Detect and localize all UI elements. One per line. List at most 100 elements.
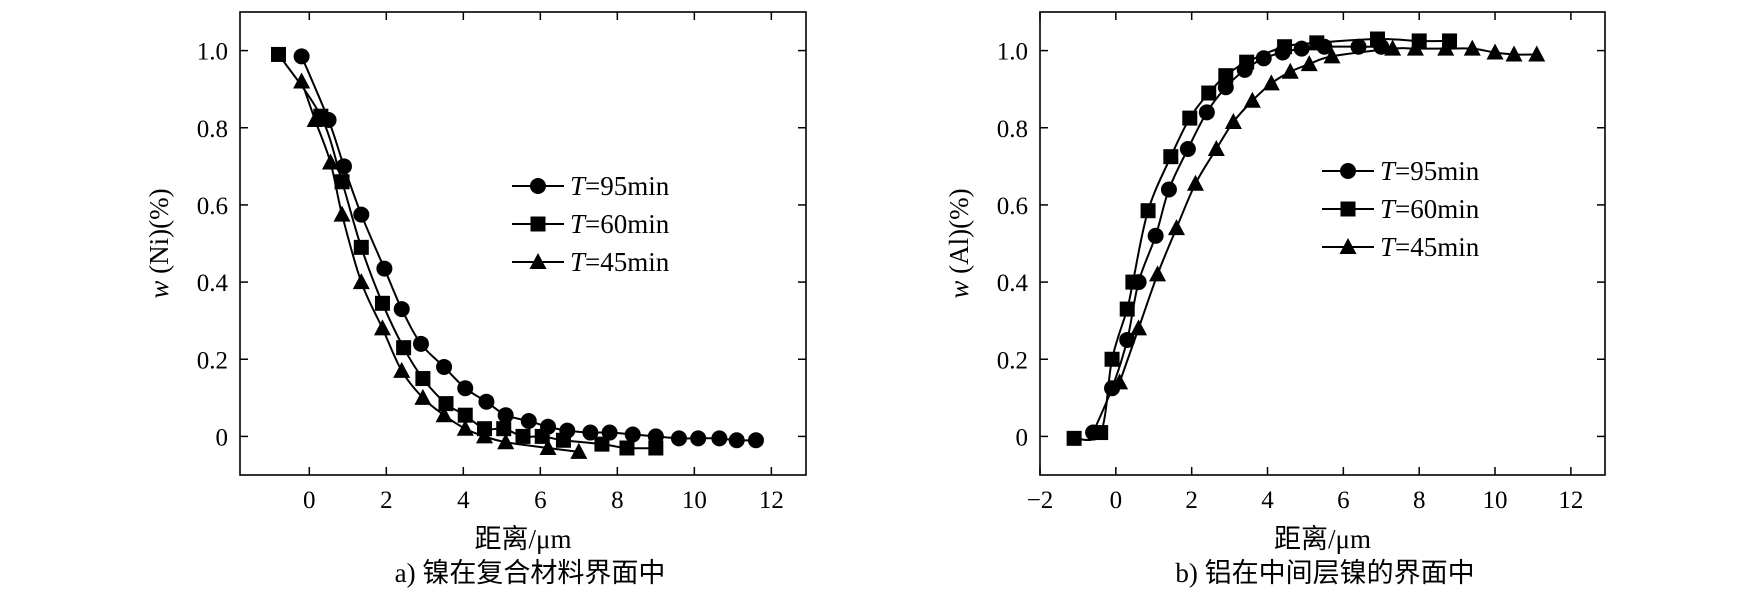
data-point-triangle bbox=[333, 205, 351, 222]
data-point-triangle bbox=[321, 153, 339, 170]
legend-label-var: T bbox=[570, 209, 587, 239]
data-point-triangle bbox=[1207, 139, 1225, 156]
data-point-square bbox=[534, 428, 550, 444]
data-point-triangle bbox=[570, 442, 588, 459]
data-point-circle bbox=[1217, 79, 1234, 96]
y-axis-label-a: w (Ni)(%) bbox=[144, 188, 174, 298]
series-markers-b bbox=[1066, 31, 1546, 446]
axis-ticks-b bbox=[1039, 12, 1605, 475]
data-point-circle bbox=[1147, 227, 1164, 244]
plot-frame-a bbox=[239, 11, 807, 476]
data-point-circle bbox=[1179, 140, 1196, 157]
data-point-circle bbox=[520, 412, 537, 429]
data-point-triangle bbox=[1505, 45, 1523, 62]
data-point-square bbox=[496, 421, 512, 437]
data-point-square bbox=[1066, 430, 1082, 446]
y-axis-label-a-var: w bbox=[144, 281, 174, 299]
x-tick-label: 0 bbox=[303, 487, 316, 514]
legend-label: T=95min bbox=[1380, 156, 1480, 186]
x-tick-label: −2 bbox=[1027, 487, 1054, 514]
y-tick-label: 0.8 bbox=[197, 116, 228, 143]
axis-ticks-a bbox=[240, 12, 806, 475]
x-tick-label: 6 bbox=[534, 487, 547, 514]
data-point-square bbox=[555, 432, 571, 448]
data-point-circle bbox=[670, 430, 687, 447]
tick-labels-b: −2 0 2 4 6 8 10 12 0 0.2 0.4 0.6 0.8 1.0 bbox=[997, 39, 1584, 514]
y-tick-label: 0.4 bbox=[197, 270, 229, 297]
legend-label-rest: =95min bbox=[585, 171, 670, 201]
data-point-square bbox=[374, 295, 390, 311]
data-point-circle bbox=[601, 424, 618, 441]
tick-labels-a: 0 2 4 6 8 10 12 0 0.2 0.4 0.6 0.8 1.0 bbox=[197, 39, 784, 514]
data-point-triangle bbox=[1186, 174, 1204, 191]
data-point-triangle bbox=[414, 388, 432, 405]
data-point-circle bbox=[747, 432, 764, 449]
data-point-triangle bbox=[1281, 62, 1299, 79]
legend-marker-circle bbox=[1340, 163, 1356, 179]
x-tick-label: 8 bbox=[1413, 487, 1426, 514]
data-point-circle bbox=[353, 206, 370, 223]
y-tick-label: 1.0 bbox=[197, 39, 228, 66]
legend-label-var: T bbox=[1380, 232, 1397, 262]
legend-marker-triangle bbox=[529, 253, 547, 269]
data-point-circle bbox=[335, 158, 352, 175]
data-point-square bbox=[334, 174, 350, 190]
y-axis-label-b: w (Al)(%) bbox=[944, 188, 974, 298]
data-point-square bbox=[1309, 35, 1325, 51]
legend-marker-square bbox=[530, 216, 546, 232]
data-point-square bbox=[1239, 54, 1255, 70]
data-point-square bbox=[457, 407, 473, 423]
data-point-triangle bbox=[306, 111, 324, 128]
data-point-circle bbox=[393, 301, 410, 318]
data-point-triangle bbox=[435, 406, 453, 423]
legend-label-var: T bbox=[1380, 194, 1397, 224]
data-point-circle bbox=[690, 430, 707, 447]
data-point-circle bbox=[1255, 50, 1272, 67]
data-point-triangle bbox=[393, 361, 411, 378]
data-point-triangle bbox=[1262, 74, 1280, 91]
data-point-circle bbox=[582, 424, 599, 441]
data-point-triangle bbox=[1111, 373, 1129, 390]
y-tick-label: 0.2 bbox=[197, 347, 228, 374]
x-axis-label-a: 距离/μm bbox=[475, 524, 572, 554]
data-point-triangle bbox=[539, 438, 557, 455]
y-tick-label: 0.2 bbox=[997, 347, 1028, 374]
data-point-square bbox=[415, 371, 431, 387]
data-point-circle bbox=[412, 335, 429, 352]
data-point-circle bbox=[478, 393, 495, 410]
legend-label-rest: =45min bbox=[585, 247, 670, 277]
x-tick-label: 0 bbox=[1110, 487, 1123, 514]
data-point-triangle bbox=[1384, 39, 1402, 56]
data-point-square bbox=[1093, 425, 1109, 441]
data-point-circle bbox=[647, 428, 664, 445]
x-tick-label: 4 bbox=[1261, 487, 1274, 514]
data-point-triangle bbox=[1463, 39, 1481, 56]
data-point-square bbox=[271, 46, 287, 62]
data-point-square bbox=[515, 428, 531, 444]
x-tick-label: 4 bbox=[457, 487, 470, 514]
chart-panel-b: −2 0 2 4 6 8 10 12 0 0.2 0.4 0.6 0.8 1.0 距离/μm w (Al)… bbox=[944, 11, 1606, 588]
data-point-circle bbox=[728, 432, 745, 449]
plot-frame-b bbox=[1039, 11, 1606, 476]
legend-label-rest: =45min bbox=[1395, 232, 1480, 262]
data-point-triangle bbox=[1406, 39, 1424, 56]
x-tick-label: 12 bbox=[759, 487, 784, 514]
legend-label: T=95min bbox=[570, 171, 670, 201]
legend-label-var: T bbox=[570, 247, 587, 277]
data-point-square bbox=[1277, 39, 1293, 55]
data-point-square bbox=[648, 440, 664, 456]
data-point-circle bbox=[1160, 181, 1177, 198]
series-markers-a bbox=[271, 46, 764, 459]
data-point-triangle bbox=[1149, 265, 1167, 282]
data-point-square bbox=[1119, 301, 1135, 317]
y-axis-label-a-rest: (Ni)(%) bbox=[144, 188, 174, 280]
series-line-square bbox=[1073, 37, 1450, 442]
legend-label-var: T bbox=[1380, 156, 1397, 186]
legend-label-rest: =60min bbox=[585, 209, 670, 239]
y-tick-label: 0 bbox=[216, 424, 229, 451]
data-point-square bbox=[619, 440, 635, 456]
legend-marker-circle bbox=[530, 178, 546, 194]
x-tick-label: 10 bbox=[682, 487, 707, 514]
